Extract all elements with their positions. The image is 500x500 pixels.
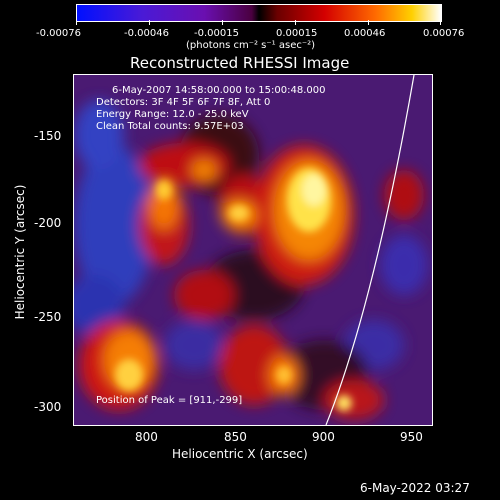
info-line: Energy Range: 12.0 - 25.0 keV <box>96 109 249 120</box>
y-tick-label: -200 <box>34 216 62 230</box>
info-line: Clean Total counts: 9.57E+03 <box>96 121 244 132</box>
colorbar-tick-label: -0.00076 <box>36 28 81 39</box>
colorbar-tick-label: 0.00076 <box>423 28 465 39</box>
colorbar <box>76 4 442 22</box>
x-tick-label: 850 <box>224 430 247 444</box>
y-axis-label: Heliocentric Y (arcsec) <box>13 184 27 320</box>
y-tick-label: -150 <box>34 129 62 143</box>
x-tick-label: 800 <box>135 430 158 444</box>
info-line: 6-May-2007 14:58:00.000 to 15:00:48.000 <box>112 85 326 96</box>
x-tick-label: 900 <box>312 430 335 444</box>
colorbar-tick-label: -0.00046 <box>124 28 169 39</box>
plot-title: Reconstructed RHESSI Image <box>130 54 350 72</box>
footer-timestamp: 6-May-2022 03:27 <box>360 481 470 495</box>
colorbar-ticks <box>76 20 442 26</box>
rhessi-image: 6-May-2007 14:58:00.000 to 15:00:48.000 … <box>73 74 433 426</box>
peak-position-text: Position of Peak = [911,-299] <box>96 395 243 406</box>
colorbar-unit-label: (photons cm⁻² s⁻¹ asec⁻²) <box>186 40 316 51</box>
x-axis-label: Heliocentric X (arcsec) <box>172 447 308 461</box>
colorbar-tick-label: -0.00015 <box>194 28 239 39</box>
x-tick-label: 950 <box>400 430 423 444</box>
y-tick-label: -250 <box>34 310 62 324</box>
colorbar-tick-label: 0.00015 <box>276 28 318 39</box>
y-tick-label: -300 <box>34 400 62 414</box>
colorbar-tick-label: 0.00046 <box>344 28 386 39</box>
info-line: Detectors: 3F 4F 5F 6F 7F 8F, Att 0 <box>96 97 271 108</box>
